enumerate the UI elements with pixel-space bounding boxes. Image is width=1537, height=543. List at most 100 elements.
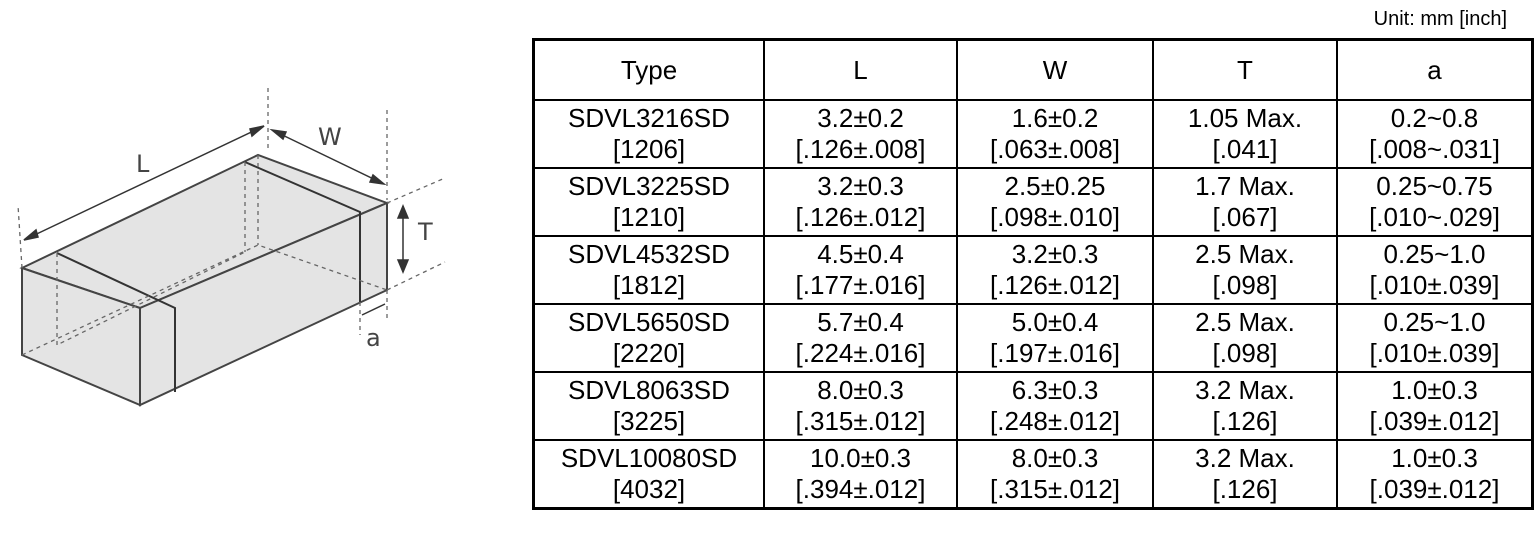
cell-line: [.126±.008]: [795, 134, 926, 164]
table-cell: 1.05 Max. [.041]: [1152, 99, 1338, 169]
table-row: SDVL8063SD [3225] 8.0±0.3 [.315±.012] 6.3±0.…: [532, 371, 1534, 441]
cell-line: [.315±.012]: [990, 474, 1120, 504]
cell-line: 3.2 Max.: [1195, 443, 1295, 473]
table-cell: SDVL8063SD [3225]: [532, 371, 765, 441]
table-cell: SDVL5650SD [2220]: [532, 303, 765, 373]
cell-line: 1.6±0.2: [1011, 103, 1099, 133]
cell-line: [.010~.029]: [1369, 202, 1500, 232]
table-cell: SDVL3225SD [1210]: [532, 167, 765, 237]
cell-line: [.224±.016]: [795, 338, 926, 368]
table-cell: 1.0±0.3 [.039±.012]: [1336, 371, 1534, 441]
header-cell: T: [1152, 38, 1338, 101]
table-row: SDVL10080SD [4032] 10.0±0.3 [.394±.012] 8.0±…: [532, 439, 1534, 510]
cell-line: [.098]: [1212, 338, 1278, 368]
cell-line: 1.05 Max.: [1187, 103, 1303, 133]
table-row: SDVL4532SD [1812] 4.5±0.4 [.177±.016] 3.2±0.…: [532, 235, 1534, 305]
end-face: [21, 266, 141, 407]
table-cell: 5.7±0.4 [.224±.016]: [763, 303, 958, 373]
table-cell: 0.25~1.0 [.010±.039]: [1336, 235, 1534, 305]
hidden-lines: [17, 88, 446, 356]
table-cell: 2.5 Max. [.098]: [1152, 235, 1338, 305]
cell-line: [.197±.016]: [990, 338, 1120, 368]
table-cell: 0.25~0.75 [.010~.029]: [1336, 167, 1534, 237]
chip-diagram: L W T a: [17, 88, 446, 407]
cell-line: [.067]: [1212, 202, 1278, 232]
cell-line: [.126±.012]: [795, 202, 926, 232]
cell-line: 2.5±0.25: [1004, 171, 1106, 201]
cell-line: [1206]: [612, 134, 686, 164]
header-cell: a: [1336, 38, 1534, 101]
table-cell: 1.6±0.2 [.063±.008]: [956, 99, 1154, 169]
cell-line: [.010±.039]: [1369, 338, 1500, 368]
chip-body: [19, 153, 390, 407]
table-cell: 0.25~1.0 [.010±.039]: [1336, 303, 1534, 373]
cell-line: 1.7 Max.: [1195, 171, 1295, 201]
cell-line: [.098±.010]: [990, 202, 1120, 232]
table-row: SDVL3225SD [1210] 3.2±0.3 [.126±.012] 2.5±0.…: [532, 167, 1534, 237]
cell-line: [.126]: [1212, 406, 1278, 436]
table-cell: SDVL3216SD [1206]: [532, 99, 765, 169]
table-cell: 8.0±0.3 [.315±.012]: [763, 371, 958, 441]
header-cell: Type: [532, 38, 765, 101]
table-cell: 0.2~0.8 [.008~.031]: [1336, 99, 1534, 169]
table-cell: 2.5±0.25 [.098±.010]: [956, 167, 1154, 237]
table-cell: SDVL10080SD [4032]: [532, 439, 765, 510]
table-cell: 4.5±0.4 [.177±.016]: [763, 235, 958, 305]
cell-line: 3.2±0.3: [1011, 239, 1099, 269]
cell-line: 3.2±0.3: [817, 171, 904, 201]
cell-line: SDVL5650SD: [568, 307, 730, 337]
table-cell: 5.0±0.4 [.197±.016]: [956, 303, 1154, 373]
terminal-lines: [56, 161, 361, 392]
cell-line: 1.0±0.3: [1391, 443, 1478, 473]
cell-line: [.008~.031]: [1369, 134, 1500, 164]
cell-line: [.039±.012]: [1369, 406, 1500, 436]
cell-line: 4.5±0.4: [817, 239, 904, 269]
thickness-label: T: [417, 218, 433, 246]
table-row: SDVL5650SD [2220] 5.7±0.4 [.224±.016] 5.0±0.…: [532, 303, 1534, 373]
cell-line: [1812]: [612, 270, 686, 300]
dimension-lines: [23, 125, 410, 316]
cell-line: [.177±.016]: [795, 270, 926, 300]
cell-line: [.098]: [1212, 270, 1278, 300]
table-cell: 3.2 Max. [.126]: [1152, 439, 1338, 510]
header-cell: L: [763, 38, 958, 101]
cell-line: 5.0±0.4: [1011, 307, 1099, 337]
terminal-label: a: [366, 324, 381, 352]
cell-line: [.010±.039]: [1369, 270, 1500, 300]
cell-line: 10.0±0.3: [809, 443, 912, 473]
cell-line: 8.0±0.3: [817, 375, 904, 405]
table-cell: 3.2±0.2 [.126±.008]: [763, 99, 958, 169]
table-cell: 1.7 Max. [.067]: [1152, 167, 1338, 237]
table-row: SDVL3216SD [1206] 3.2±0.2 [.126±.008] 1.6±0.…: [532, 99, 1534, 169]
table-cell: 10.0±0.3 [.394±.012]: [763, 439, 958, 510]
cell-line: 6.3±0.3: [1011, 375, 1099, 405]
cell-line: 5.7±0.4: [817, 307, 904, 337]
table-cell: 3.2±0.3 [.126±.012]: [956, 235, 1154, 305]
cell-line: [2220]: [612, 338, 686, 368]
cell-line: SDVL8063SD: [568, 375, 730, 405]
cell-line: 2.5 Max.: [1195, 239, 1295, 269]
cell-line: 0.25~1.0: [1383, 239, 1486, 269]
width-label: W: [318, 123, 342, 151]
cell-line: [.394±.012]: [795, 474, 926, 504]
cell-line: SDVL3225SD: [568, 171, 730, 201]
cell-line: 8.0±0.3: [1011, 443, 1099, 473]
cell-line: 2.5 Max.: [1195, 307, 1295, 337]
table-cell: 6.3±0.3 [.248±.012]: [956, 371, 1154, 441]
cell-line: [.248±.012]: [990, 406, 1120, 436]
table-cell: 1.0±0.3 [.039±.012]: [1336, 439, 1534, 510]
unit-note: Unit: mm [inch]: [1373, 8, 1507, 30]
cell-line: 1.0±0.3: [1391, 375, 1478, 405]
cell-line: [.126±.012]: [990, 270, 1120, 300]
cell-line: [.039±.012]: [1369, 474, 1500, 504]
cell-line: [3225]: [612, 406, 686, 436]
table-cell: SDVL4532SD [1812]: [532, 235, 765, 305]
cell-line: 3.2 Max.: [1195, 375, 1295, 405]
table-cell: 2.5 Max. [.098]: [1152, 303, 1338, 373]
cell-line: [.315±.012]: [795, 406, 926, 436]
cell-line: 3.2±0.2: [817, 103, 904, 133]
table-cell: 3.2 Max. [.126]: [1152, 371, 1338, 441]
